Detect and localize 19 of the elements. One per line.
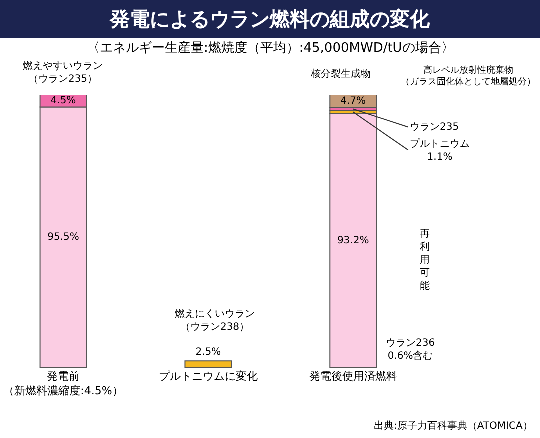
data-label: 4.5% <box>50 96 76 107</box>
annotation: プルトニウム 1.1% <box>410 138 470 163</box>
annotation: 再利用可能 <box>420 229 430 292</box>
x-tick-label: 発電前（新燃料濃縮度:4.5%） <box>4 370 124 398</box>
x-tick-label: プルトニウムに変化 <box>158 370 258 383</box>
text: 高レベル放射性廃棄物（ガラス固化体として地層処分） <box>401 65 536 88</box>
annotation: ウラン236 0.6%含む <box>386 338 436 362</box>
data-label: 2.5% <box>196 347 222 358</box>
chart-subtitle: 〈エネルギー生産量:燃焼度（平均）:45,000MWD/tUの場合〉 <box>87 40 454 56</box>
data-label: 93.2% <box>337 235 370 246</box>
text: 核分裂生成物 <box>310 68 371 80</box>
chart-title: 発電によるウラン燃料の組成の変化 <box>109 7 431 31</box>
annotation: 燃えにくいウラン（ウラン238） <box>175 308 255 333</box>
data-label: 95.5% <box>48 232 80 244</box>
source-note: 出典:原子力百科事典（ATOMICA） <box>374 420 533 432</box>
data-label: 4.7% <box>340 96 366 107</box>
annotation: ウラン235 <box>410 122 460 133</box>
text: 燃えやすいウラン（ウラン235） <box>23 60 103 85</box>
x-tick-label: 発電後使用済燃料 <box>309 370 398 383</box>
